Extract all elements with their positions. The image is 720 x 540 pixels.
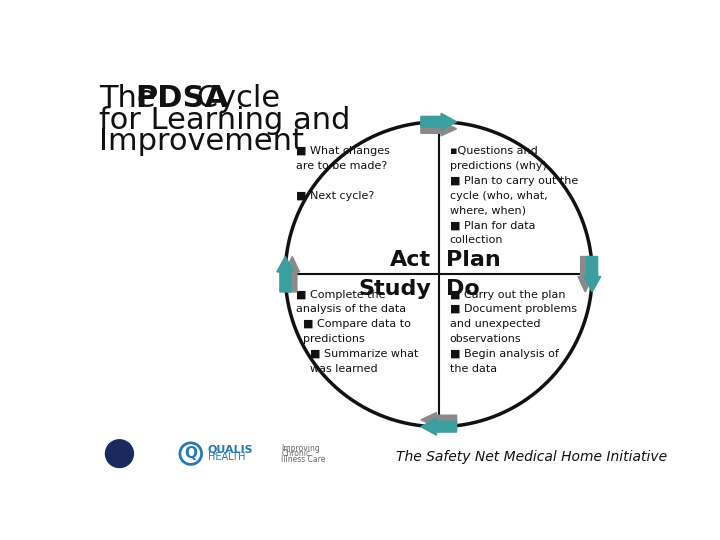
FancyArrow shape — [421, 113, 456, 130]
Text: Do: Do — [446, 279, 480, 299]
Text: Improvement: Improvement — [99, 127, 305, 156]
Text: QUALIS: QUALIS — [208, 445, 253, 455]
Text: Improving: Improving — [282, 444, 320, 453]
Text: Study: Study — [358, 279, 431, 299]
Text: Illness Care: Illness Care — [282, 455, 325, 463]
FancyArrow shape — [421, 413, 456, 427]
Text: PDSA: PDSA — [136, 84, 229, 113]
Text: Chronic: Chronic — [282, 449, 310, 458]
Text: ■ Carry out the plan
■ Document problems
and unexpected
observations
■ Begin ana: ■ Carry out the plan ■ Document problems… — [449, 289, 577, 374]
Text: ▪Questions and
predictions (why)
■ Plan to carry out the
cycle (who, what,
where: ▪Questions and predictions (why) ■ Plan … — [449, 146, 578, 245]
Text: ■ What changes
are to be made?

■ Next cycle?: ■ What changes are to be made? ■ Next cy… — [296, 146, 390, 201]
FancyArrow shape — [421, 418, 456, 435]
FancyArrow shape — [584, 256, 600, 292]
Circle shape — [106, 440, 133, 468]
FancyArrow shape — [421, 122, 456, 136]
Text: Cycle: Cycle — [187, 84, 280, 113]
FancyArrow shape — [285, 256, 300, 292]
Text: The: The — [99, 84, 166, 113]
Text: Q: Q — [184, 446, 197, 461]
Text: Plan: Plan — [446, 249, 501, 269]
FancyArrow shape — [578, 256, 593, 292]
FancyArrow shape — [276, 256, 294, 292]
Text: The Safety Net Medical Home Initiative: The Safety Net Medical Home Initiative — [396, 450, 667, 464]
Text: for Learning and: for Learning and — [99, 106, 351, 134]
Text: ■ Complete the
analysis of the data
  ■ Compare data to
  predictions
    ■ Summ: ■ Complete the analysis of the data ■ Co… — [296, 289, 418, 374]
Text: HEALTH: HEALTH — [208, 453, 246, 462]
Text: ──────: ────── — [112, 449, 127, 454]
Text: Act: Act — [390, 249, 431, 269]
Text: FLBC: FLBC — [113, 453, 125, 458]
